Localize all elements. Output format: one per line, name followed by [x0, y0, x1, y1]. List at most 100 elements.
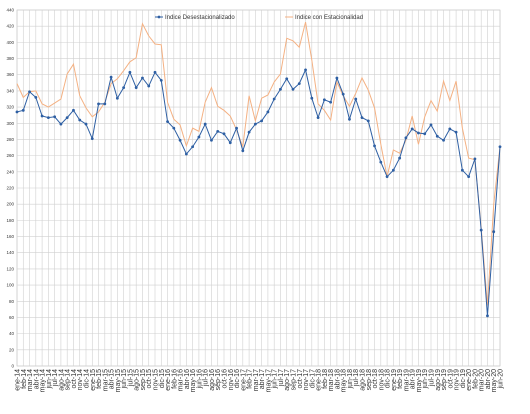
- data-point: [398, 156, 402, 160]
- y-tick-label: 100: [6, 283, 14, 288]
- data-point: [297, 82, 301, 86]
- data-point: [253, 122, 257, 126]
- data-point: [279, 87, 282, 91]
- x-tick-label: oct-16: [222, 369, 229, 389]
- data-point: [467, 175, 471, 179]
- x-tick-label: ago-15: [134, 369, 141, 391]
- y-tick-label: 440: [6, 8, 14, 13]
- x-tick-label: abr-17: [259, 369, 266, 389]
- y-tick-label: 380: [6, 56, 14, 61]
- data-point: [65, 116, 69, 120]
- x-tick-label: ene-14: [15, 369, 22, 391]
- data-point: [90, 137, 94, 141]
- y-tick-label: 280: [6, 137, 14, 142]
- data-point: [285, 77, 289, 81]
- data-point: [247, 130, 251, 134]
- y-tick-label: 180: [6, 218, 14, 223]
- data-point: [385, 175, 389, 179]
- x-tick-label: oct-17: [297, 369, 304, 389]
- legend-marker: [157, 15, 161, 19]
- x-tick-label: jun-20: [498, 369, 505, 390]
- data-point: [379, 160, 383, 164]
- x-tick-label: may-16: [190, 369, 197, 392]
- x-tick-label: jul-15: [127, 369, 134, 387]
- x-tick-label: nov-17: [303, 369, 310, 391]
- data-point: [266, 110, 270, 114]
- data-point: [260, 119, 264, 123]
- data-point: [479, 228, 483, 232]
- x-tick-label: sep-18: [366, 369, 373, 391]
- x-tick-label: feb-19: [397, 369, 404, 389]
- x-tick-label: ene-16: [165, 369, 172, 391]
- data-point: [222, 132, 226, 136]
- x-tick-label: abr-20: [485, 369, 492, 389]
- x-tick-label: abr-19: [410, 369, 417, 389]
- data-point: [122, 86, 126, 90]
- data-point: [373, 144, 376, 148]
- data-point: [241, 149, 245, 153]
- data-point: [329, 100, 333, 104]
- data-point: [348, 117, 351, 121]
- y-tick-label: 80: [9, 299, 15, 304]
- data-point: [53, 115, 57, 119]
- y-tick-label: 420: [6, 24, 14, 29]
- x-tick-label: mar-15: [102, 369, 109, 391]
- data-point: [109, 75, 113, 79]
- data-point: [21, 108, 25, 112]
- x-tick-label: oct-14: [71, 369, 78, 389]
- y-tick-label: 60: [9, 315, 15, 320]
- x-tick-label: abr-15: [109, 369, 116, 389]
- x-tick-label: oct-18: [372, 369, 379, 389]
- x-tick-label: jun-17: [272, 369, 279, 390]
- y-tick-label: 40: [9, 331, 15, 336]
- data-point: [34, 95, 38, 99]
- x-tick-label: ene-17: [240, 369, 247, 391]
- data-point: [166, 120, 169, 124]
- x-tick-label: sep-17: [291, 369, 298, 391]
- data-point: [216, 129, 220, 133]
- x-tick-label: may-20: [491, 369, 498, 392]
- y-tick-label: 240: [6, 169, 14, 174]
- x-tick-label: dic-17: [309, 369, 316, 388]
- x-tick-label: sep-14: [65, 369, 72, 391]
- x-tick-label: sep-19: [441, 369, 448, 391]
- data-point: [291, 87, 295, 91]
- y-tick-label: 340: [6, 88, 14, 93]
- data-point: [423, 132, 427, 136]
- x-tick-label: mar-17: [253, 369, 260, 391]
- x-tick-label: abr-16: [184, 369, 191, 389]
- data-point: [115, 96, 119, 100]
- data-point: [78, 118, 82, 122]
- data-point: [40, 114, 44, 118]
- data-point: [498, 145, 502, 149]
- x-tick-label: ene-18: [316, 369, 323, 391]
- x-tick-label: mar-18: [328, 369, 335, 391]
- data-point: [72, 108, 75, 112]
- data-point: [454, 130, 458, 134]
- data-point: [128, 70, 132, 74]
- x-tick-label: mar-14: [27, 369, 34, 391]
- x-tick-label: jul-17: [278, 369, 285, 387]
- data-point: [460, 168, 464, 172]
- data-point: [134, 86, 138, 90]
- x-tick-label: feb-17: [247, 369, 254, 389]
- data-point: [304, 68, 307, 72]
- x-tick-label: may-15: [115, 369, 122, 392]
- x-tick-label: feb-14: [21, 369, 28, 389]
- x-tick-label: dic-14: [84, 369, 91, 388]
- data-point: [159, 78, 163, 82]
- x-tick-label: nov-14: [77, 369, 84, 391]
- x-tick-label: dic-18: [385, 369, 392, 388]
- x-tick-label: jun-14: [46, 369, 53, 390]
- data-point: [316, 116, 320, 120]
- x-tick-label: abr-14: [33, 369, 40, 389]
- data-point: [404, 136, 408, 140]
- data-point: [366, 119, 370, 123]
- y-tick-label: 0: [11, 364, 14, 369]
- data-point: [442, 138, 445, 142]
- x-tick-label: may-18: [341, 369, 348, 392]
- x-tick-label: oct-15: [146, 369, 153, 389]
- data-point: [172, 126, 176, 130]
- data-point: [235, 126, 238, 130]
- data-point: [448, 127, 452, 131]
